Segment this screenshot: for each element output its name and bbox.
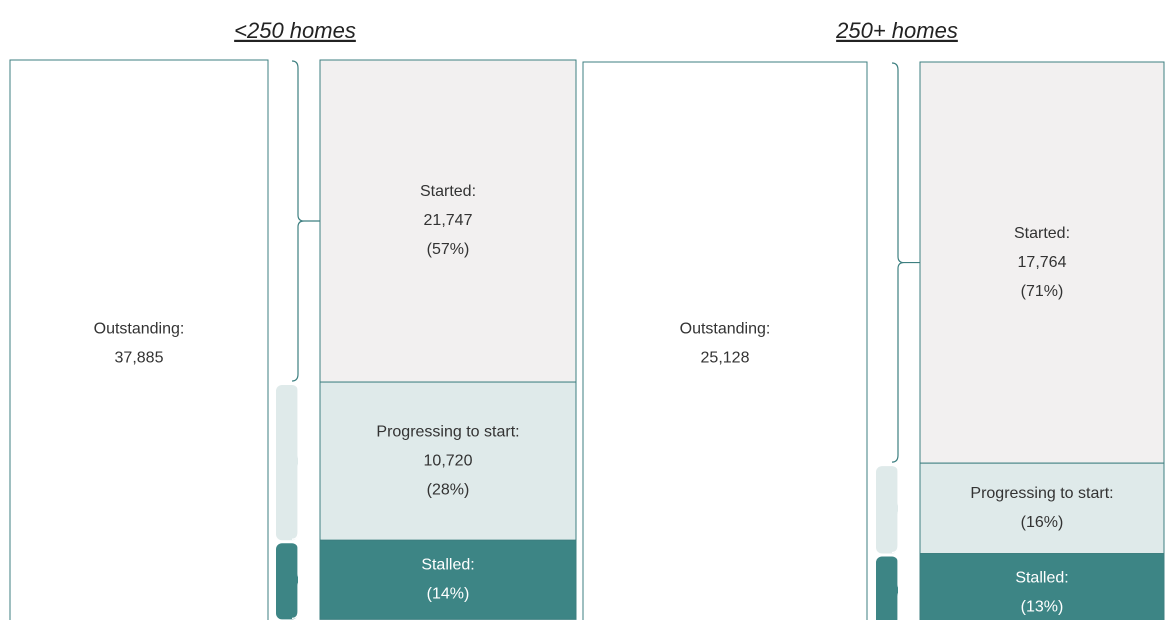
total-box — [582, 61, 868, 620]
label: (16%) — [1021, 514, 1064, 531]
segment — [919, 462, 1165, 555]
brace-band — [876, 556, 898, 620]
label: 21,747 — [424, 212, 473, 229]
segment — [919, 61, 1165, 464]
brace-band — [276, 543, 298, 620]
brace — [891, 553, 920, 620]
label: Stalled: — [1015, 569, 1068, 586]
label: Stalled: — [421, 557, 474, 574]
brace — [891, 62, 920, 463]
total-box — [9, 59, 269, 620]
label: 37,885 — [115, 350, 164, 367]
brace — [291, 540, 320, 619]
label: (71%) — [1021, 283, 1064, 300]
label: (14%) — [427, 586, 470, 603]
label: 25,128 — [701, 350, 750, 367]
label: Outstanding: — [94, 321, 185, 338]
label: 10,720 — [424, 452, 473, 469]
segment — [319, 59, 577, 383]
brace — [291, 382, 320, 540]
panel-title: <250 homes — [234, 18, 356, 43]
label: 17,764 — [1018, 254, 1067, 271]
label: Outstanding: — [680, 321, 771, 338]
segment — [319, 539, 577, 620]
label: (57%) — [427, 241, 470, 258]
brace-band — [276, 385, 298, 541]
label: (28%) — [427, 481, 470, 498]
label: Progressing to start: — [376, 423, 519, 440]
segment — [919, 553, 1165, 620]
label: (13%) — [1021, 598, 1064, 615]
label: Started: — [420, 183, 476, 200]
brace — [291, 60, 320, 382]
brace — [891, 463, 920, 554]
label: Progressing to start: — [970, 485, 1113, 502]
brace-band — [876, 466, 898, 554]
segment — [319, 381, 577, 541]
label: Started: — [1014, 225, 1070, 242]
panel-title: 250+ homes — [835, 18, 958, 43]
